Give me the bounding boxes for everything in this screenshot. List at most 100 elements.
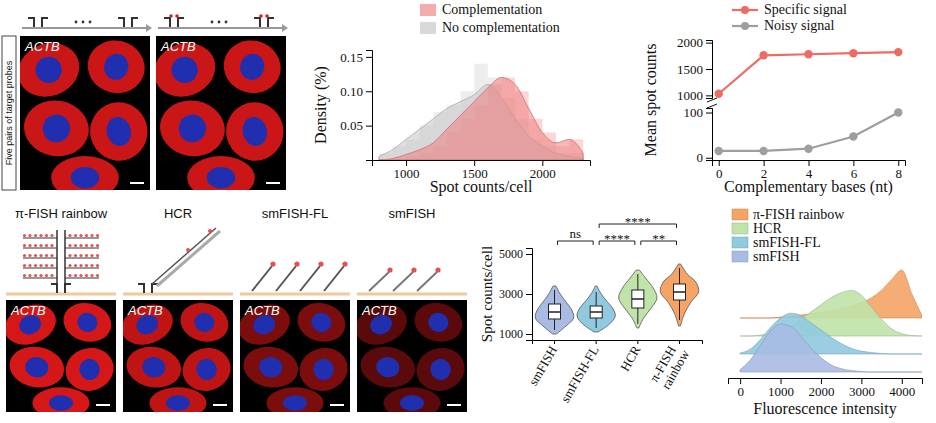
- amplifier: [157, 231, 220, 286]
- cells: [240, 300, 350, 412]
- cell-nucleus: [428, 357, 453, 383]
- series-marker: [715, 147, 723, 155]
- series-marker: [894, 108, 902, 116]
- cell-nucleus: [103, 114, 134, 148]
- image-label: ACTB: [244, 303, 280, 318]
- y-axis-tick-label: 100: [684, 105, 704, 120]
- cell-cytoplasm: [240, 343, 301, 392]
- method-diagram: [6, 230, 116, 294]
- x-axis-tick-mark: [821, 378, 822, 384]
- cell-nucleus: [32, 53, 66, 87]
- scale-bar: [330, 404, 344, 406]
- x-axis-tick-label: 1000: [768, 384, 794, 399]
- dye: [79, 264, 82, 267]
- cell-cytoplasm: [218, 36, 286, 99]
- dye: [34, 254, 37, 257]
- x-axis-tick: 2000: [530, 160, 556, 181]
- y-axis-tick: 0.05: [340, 118, 372, 133]
- legend-marker: [741, 6, 749, 14]
- side-label-box: Five pairs of target probes: [2, 36, 16, 190]
- cell-nucleus: [24, 355, 50, 379]
- x-axis: 01000200030004000: [729, 378, 923, 399]
- y2-axis-tick-mark: [706, 69, 712, 70]
- probe-diagram: [158, 14, 288, 32]
- mrna: [357, 293, 467, 296]
- x-axis-tick-label: 8: [896, 166, 903, 181]
- y-axis-tick-label: 1000: [499, 327, 523, 341]
- dye: [28, 264, 31, 267]
- series-marker: [804, 50, 812, 58]
- whisker: [554, 290, 555, 304]
- y2-axis-tick-mark: [706, 95, 712, 96]
- cells: [123, 300, 233, 412]
- cell-nucleus: [168, 53, 202, 87]
- cell-cytoplasm: [240, 300, 296, 352]
- x-axis-tick-mark: [853, 160, 854, 166]
- x-axis-line: [713, 161, 906, 167]
- cell-nucleus: [101, 51, 131, 83]
- dye: [45, 244, 48, 247]
- dye: [34, 244, 37, 247]
- cell-cytoplasm: [357, 300, 413, 352]
- significance-label: **: [652, 231, 665, 246]
- cell-nucleus: [75, 311, 100, 335]
- dye: [39, 254, 42, 257]
- probe: [164, 18, 184, 27]
- ellipsis-dot: [211, 21, 214, 24]
- x-axis-tick-mark: [542, 160, 543, 166]
- dye: [68, 264, 71, 267]
- probe: [254, 18, 274, 27]
- method-diagram: [240, 261, 350, 294]
- whisker: [554, 319, 555, 330]
- x-axis-line: [373, 161, 591, 167]
- cells: [357, 300, 467, 412]
- cell-nucleus: [141, 355, 167, 379]
- amplifier: [152, 228, 216, 284]
- whisker: [596, 318, 597, 328]
- y2-axis-tick: 1500: [677, 62, 712, 77]
- method-diagram: [123, 228, 233, 294]
- dye: [74, 264, 77, 267]
- y-axis-tick: 0: [697, 150, 713, 165]
- legend-marker: [741, 22, 749, 30]
- dye: [45, 274, 48, 277]
- dye: [85, 234, 88, 237]
- image-label: ACTB: [160, 39, 196, 54]
- cell-cytoplasm: [357, 343, 418, 392]
- x-axis-tick-mark: [554, 340, 555, 344]
- cells: [156, 36, 286, 190]
- dye: [68, 274, 71, 277]
- ridgeline-chart: 01000200030004000Fluorescence intensityπ…: [729, 207, 923, 418]
- dye: [34, 264, 37, 267]
- significance-brackets: ns**********: [558, 214, 677, 246]
- y2-axis-tick-label: 2000: [677, 35, 703, 50]
- y-axis-tick-label: 3000: [499, 287, 523, 301]
- method-name: π-FISH rainbow: [15, 206, 108, 221]
- x-axis-tick-mark: [902, 378, 903, 384]
- box: [674, 284, 686, 300]
- cell-nucleus: [283, 395, 307, 411]
- cell-cytoplasm: [156, 95, 229, 161]
- method-diagram: [357, 267, 467, 294]
- y-axis-tick-mark: [366, 126, 372, 127]
- y-axis-tick-mark: [526, 334, 532, 335]
- whisker: [637, 308, 638, 324]
- dye: [208, 229, 212, 233]
- dye: [79, 244, 82, 247]
- dye: [23, 274, 26, 277]
- dye: [79, 254, 82, 257]
- y-axis-tick-mark: [366, 57, 372, 58]
- legend: ComplementationNo complementation: [420, 2, 560, 35]
- oligo: [252, 266, 272, 291]
- x-axis-tick: 3000: [849, 378, 875, 399]
- median: [590, 311, 602, 313]
- probe-dye: [169, 14, 173, 18]
- dye: [96, 254, 99, 257]
- dye: [74, 244, 77, 247]
- dye: [85, 264, 88, 267]
- legend-swatch: [420, 4, 436, 16]
- x-axis-tick: 0: [737, 378, 744, 399]
- x-axis-tick-label: 0: [737, 384, 744, 399]
- dye: [85, 254, 88, 257]
- dye: [23, 264, 26, 267]
